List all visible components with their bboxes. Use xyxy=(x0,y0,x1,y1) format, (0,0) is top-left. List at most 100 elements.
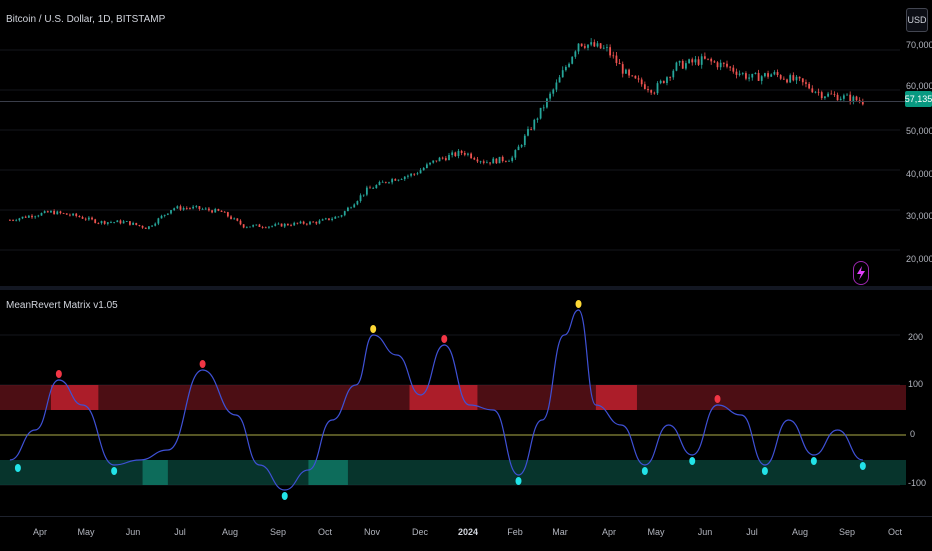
candle-body xyxy=(647,88,649,91)
oversold-zone xyxy=(142,460,168,485)
candle-body xyxy=(81,217,84,219)
candle-body xyxy=(479,161,482,163)
oscillator-line xyxy=(9,309,863,491)
candle-body xyxy=(618,62,621,65)
pane-divider[interactable] xyxy=(0,286,932,290)
candle-body xyxy=(381,181,384,183)
indicator-title: MeanRevert Matrix v1.05 xyxy=(6,300,118,311)
candle-body xyxy=(179,206,182,210)
candle-body xyxy=(495,158,498,164)
candle-body xyxy=(328,218,330,220)
candle-body xyxy=(163,214,166,216)
candle-body xyxy=(653,92,656,94)
candle-body xyxy=(770,74,773,77)
time-axis-label: May xyxy=(77,527,95,537)
candle-body xyxy=(767,73,769,77)
candle-body xyxy=(849,94,852,102)
candle-body xyxy=(546,98,548,108)
candle-body xyxy=(615,55,618,63)
candle-body xyxy=(170,210,172,214)
candle-body xyxy=(283,223,286,227)
candle-body xyxy=(8,220,11,221)
lightning-glyph xyxy=(857,266,865,280)
candle-body xyxy=(539,107,542,119)
candle-body xyxy=(394,179,397,181)
candle-body xyxy=(103,221,106,224)
candle-body xyxy=(132,222,134,225)
candle-body xyxy=(672,70,675,78)
currency-button[interactable]: USD xyxy=(906,8,928,32)
candle-body xyxy=(590,42,593,45)
candle-body xyxy=(741,73,744,74)
candle-body xyxy=(726,63,728,67)
candle-body xyxy=(422,168,425,171)
oscillator-pane[interactable]: MeanRevert Matrix v1.05 200 100 0 -100 xyxy=(0,290,932,516)
candle-body xyxy=(508,160,510,162)
candle-body xyxy=(694,59,697,63)
candle-body xyxy=(583,46,586,48)
lower-band xyxy=(0,460,906,485)
symbol-title: Bitcoin / U.S. Dollar, 1D, BITSTAMP xyxy=(6,14,166,25)
candle-body xyxy=(441,157,444,159)
candle-body xyxy=(643,84,646,89)
candle-body xyxy=(410,173,412,176)
candle-body xyxy=(147,226,150,229)
price-axis-label: 50,000 xyxy=(906,126,932,136)
candle-body xyxy=(602,47,605,49)
price-chart[interactable] xyxy=(0,0,932,286)
overbought-dot xyxy=(370,325,377,333)
candle-body xyxy=(290,225,292,227)
time-axis-label: Nov xyxy=(363,527,381,537)
candle-body xyxy=(448,155,450,161)
candle-body xyxy=(596,43,599,47)
candle-body xyxy=(195,206,198,207)
candle-body xyxy=(782,78,785,80)
candle-body xyxy=(211,210,213,213)
time-axis-label: May xyxy=(647,527,665,537)
oversold-dot xyxy=(515,477,522,485)
candle-body xyxy=(65,213,68,215)
candle-body xyxy=(631,75,634,77)
time-axis[interactable] xyxy=(0,516,932,551)
candle-body xyxy=(486,162,488,164)
candle-body xyxy=(577,43,580,52)
price-pane[interactable]: Bitcoin / U.S. Dollar, 1D, BITSTAMP USD … xyxy=(0,0,932,286)
time-axis-label: Oct xyxy=(887,527,903,537)
osc-axis-label: 200 xyxy=(908,332,924,342)
candle-body xyxy=(15,220,18,222)
candle-body xyxy=(75,213,78,217)
candle-body xyxy=(707,58,709,60)
candle-body xyxy=(141,225,144,228)
candle-body xyxy=(201,208,204,210)
price-axis-label: 60,000 xyxy=(906,81,932,91)
candle-body xyxy=(391,179,394,183)
lightning-icon[interactable] xyxy=(853,261,869,285)
candle-body xyxy=(403,176,406,180)
candle-body xyxy=(827,93,829,97)
candle-body xyxy=(855,96,858,101)
candle-body xyxy=(580,43,583,47)
price-axis-label: 70,000 xyxy=(906,40,932,50)
candle-body xyxy=(176,206,179,209)
candle-body xyxy=(337,216,340,218)
oscillator-chart[interactable] xyxy=(0,290,932,516)
overbought-zone xyxy=(595,385,637,410)
candle-body xyxy=(552,89,555,94)
candle-body xyxy=(302,221,305,224)
candle-body xyxy=(56,211,59,215)
candle-body xyxy=(87,217,90,220)
candle-body xyxy=(574,51,577,57)
candle-body xyxy=(839,98,842,101)
candle-body xyxy=(514,150,517,158)
osc-axis-label: 0 xyxy=(910,429,916,439)
candle-body xyxy=(754,72,757,74)
candle-body xyxy=(331,218,334,220)
candle-body xyxy=(18,218,21,221)
candle-body xyxy=(805,82,807,84)
osc-axis-label: 100 xyxy=(908,379,924,389)
candle-body xyxy=(110,222,112,223)
candle-body xyxy=(12,220,14,221)
candle-body xyxy=(558,77,561,83)
candle-body xyxy=(151,225,153,227)
candle-body xyxy=(53,210,56,215)
